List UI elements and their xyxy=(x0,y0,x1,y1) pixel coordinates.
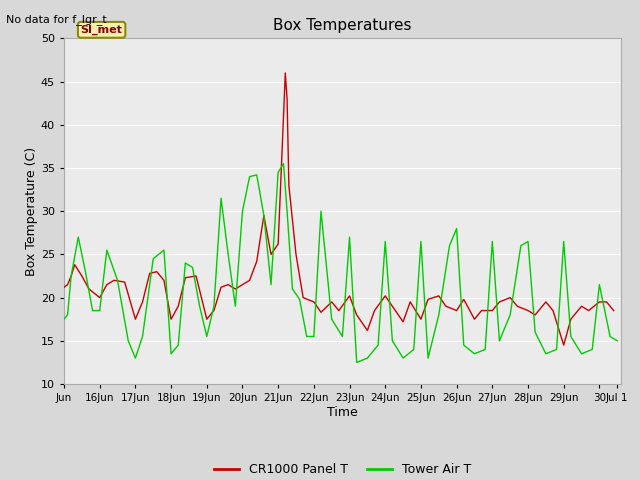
Text: No data for f_lgr_t: No data for f_lgr_t xyxy=(6,14,107,25)
Text: SI_met: SI_met xyxy=(81,24,123,35)
Legend: CR1000 Panel T, Tower Air T: CR1000 Panel T, Tower Air T xyxy=(209,458,476,480)
Title: Box Temperatures: Box Temperatures xyxy=(273,18,412,33)
X-axis label: Time: Time xyxy=(327,406,358,419)
Y-axis label: Box Temperature (C): Box Temperature (C) xyxy=(25,146,38,276)
